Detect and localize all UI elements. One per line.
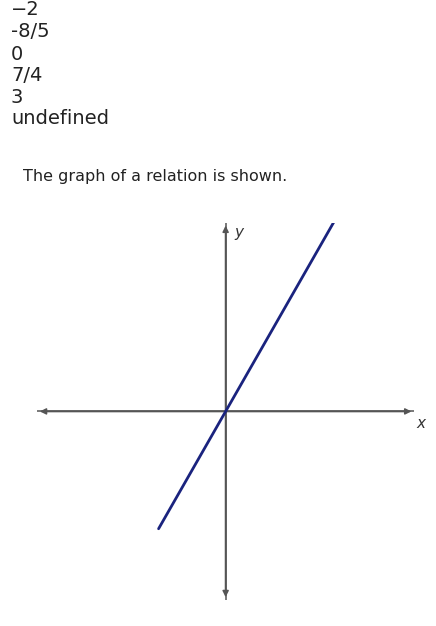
Text: undefined: undefined — [11, 110, 109, 128]
Text: −2: −2 — [11, 0, 40, 19]
Text: 7/4: 7/4 — [11, 66, 42, 85]
Text: y: y — [234, 225, 243, 240]
Text: -8/5: -8/5 — [11, 21, 50, 41]
Text: x: x — [416, 416, 425, 431]
Text: 3: 3 — [11, 88, 23, 106]
Text: The graph of a relation is shown.: The graph of a relation is shown. — [24, 170, 288, 185]
Text: 0: 0 — [11, 44, 23, 63]
